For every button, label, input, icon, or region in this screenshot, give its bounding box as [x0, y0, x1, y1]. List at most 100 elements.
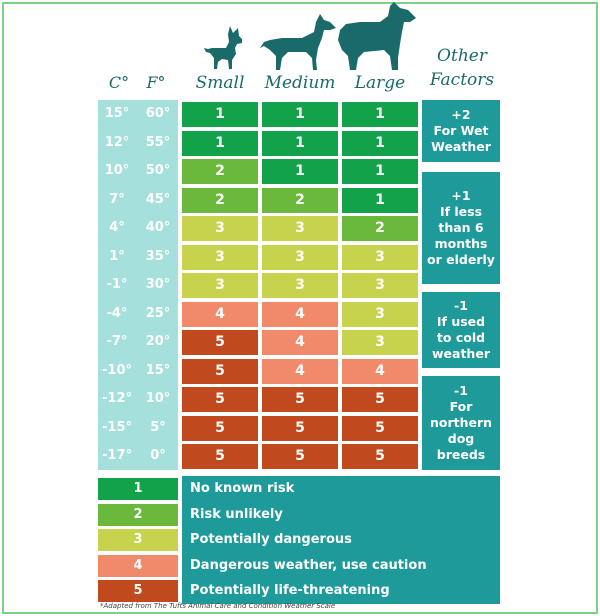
risk-cell-large: 4 — [342, 358, 418, 384]
legend-label: Risk unlikely — [190, 506, 283, 522]
celsius-value: -12° — [102, 391, 132, 406]
legend-panel — [182, 476, 500, 604]
celsius-value: 10° — [104, 163, 130, 178]
other-factors-line1: Other — [437, 46, 487, 66]
risk-cell-large: 5 — [342, 415, 418, 441]
risk-cell-small: 5 — [182, 444, 258, 469]
factor-value: -1 — [454, 298, 468, 313]
celsius-value: 4° — [109, 220, 125, 235]
risk-cell-small: 5 — [182, 387, 258, 412]
fahrenheit-value: 20° — [145, 334, 171, 349]
risk-cell-large: 5 — [342, 387, 418, 412]
fahrenheit-value: 25° — [145, 305, 171, 321]
celsius-value: 12° — [104, 134, 130, 150]
risk-cell-medium: 5 — [262, 415, 338, 441]
celsius-header: C° — [108, 73, 130, 92]
legend-label: Potentially life-threatening — [190, 583, 390, 598]
risk-cell-small: 1 — [182, 102, 258, 127]
fahrenheit-value: 30° — [145, 277, 171, 292]
medium-dog-icon — [260, 14, 336, 70]
celsius-value: -15° — [102, 419, 132, 435]
factor-text: For — [449, 399, 473, 414]
celsius-value: -10° — [102, 362, 132, 378]
risk-cell-medium: 5 — [262, 444, 338, 469]
legend-label: Dangerous weather, use caution — [190, 557, 427, 573]
factor-age: +1 If less than 6 months or elderly — [422, 172, 500, 284]
factor-text: For Wet — [433, 123, 489, 138]
other-factors-line2: Factors — [429, 70, 495, 90]
fahrenheit-header: F° — [146, 73, 166, 92]
risk-cell-medium: 1 — [262, 159, 338, 184]
large-dog-icon — [338, 2, 416, 70]
factor-text: breeds — [436, 447, 486, 462]
factor-cold-acclimated: -1 If used to cold weather — [422, 292, 500, 368]
risk-cell-medium: 3 — [262, 244, 338, 270]
risk-cell-large: 3 — [342, 244, 418, 270]
risk-cell-large: 1 — [342, 159, 418, 184]
fahrenheit-value: 15° — [145, 362, 171, 378]
fahrenheit-value: 10° — [145, 391, 171, 406]
factor-text: northern — [429, 415, 493, 430]
fahrenheit-value: 35° — [145, 248, 171, 264]
risk-cell-large: 3 — [342, 301, 418, 327]
risk-cell-medium: 3 — [262, 273, 338, 298]
risk-cell-medium: 4 — [262, 330, 338, 355]
risk-cell-small: 2 — [182, 159, 258, 184]
risk-cell-small: 3 — [182, 216, 258, 241]
factor-text: Weather — [431, 139, 491, 154]
celsius-value: -4° — [106, 305, 128, 321]
legend-swatch: 2 — [98, 503, 178, 526]
risk-cell-large: 1 — [342, 187, 418, 213]
temperature-column — [98, 100, 178, 470]
factor-text: than 6 — [438, 220, 484, 235]
risk-cell-small: 1 — [182, 130, 258, 156]
risk-cell-medium: 1 — [262, 130, 338, 156]
factor-text: weather — [432, 346, 490, 361]
celsius-value: 7° — [109, 191, 125, 207]
risk-cell-small: 4 — [182, 301, 258, 327]
medium-header: Medium — [264, 73, 336, 93]
small-header: Small — [195, 73, 245, 93]
risk-cell-large: 3 — [342, 330, 418, 355]
risk-cell-medium: 4 — [262, 358, 338, 384]
fahrenheit-value: 40° — [145, 220, 171, 235]
risk-cell-medium: 2 — [262, 187, 338, 213]
factor-northern-breeds: -1 For northern dog breeds — [422, 376, 500, 470]
factor-text: If less — [439, 204, 483, 219]
celsius-value: -17° — [102, 448, 132, 463]
risk-cell-medium: 5 — [262, 387, 338, 412]
small-dog-icon — [204, 26, 242, 69]
risk-cell-small: 5 — [182, 358, 258, 384]
celsius-value: 15° — [104, 106, 130, 121]
factor-value: +2 — [451, 107, 471, 122]
risk-cell-medium: 3 — [262, 216, 338, 241]
risk-cell-small: 3 — [182, 273, 258, 298]
risk-cell-large: 2 — [342, 216, 418, 241]
factor-text: dog — [447, 431, 475, 446]
risk-cell-small: 5 — [182, 415, 258, 441]
factor-text: or elderly — [427, 252, 495, 267]
other-factors-header: Other Factors — [424, 44, 500, 92]
legend-swatch: 3 — [98, 529, 178, 551]
fahrenheit-value: 50° — [145, 163, 171, 178]
legend-swatch: 1 — [98, 478, 178, 500]
risk-cell-large: 1 — [342, 130, 418, 156]
risk-cell-large: 3 — [342, 273, 418, 298]
legend-swatch: 5 — [98, 580, 178, 602]
legend-swatch: 4 — [98, 554, 178, 577]
risk-cell-small: 5 — [182, 330, 258, 355]
celsius-value: -1° — [106, 277, 128, 292]
fahrenheit-value: 0° — [150, 448, 166, 463]
risk-cell-medium: 1 — [262, 102, 338, 127]
risk-cell-small: 3 — [182, 244, 258, 270]
risk-cell-small: 2 — [182, 187, 258, 213]
footnote: *Adapted from The Tufts Animal Care and … — [100, 602, 336, 610]
factor-text: If used — [436, 314, 486, 329]
large-header: Large — [354, 73, 406, 93]
fahrenheit-value: 45° — [145, 191, 171, 207]
fahrenheit-value: 5° — [150, 419, 166, 435]
factor-wet-weather: +2 For Wet Weather — [422, 100, 500, 162]
factor-text: to cold — [436, 330, 486, 345]
factor-value: -1 — [454, 383, 468, 398]
